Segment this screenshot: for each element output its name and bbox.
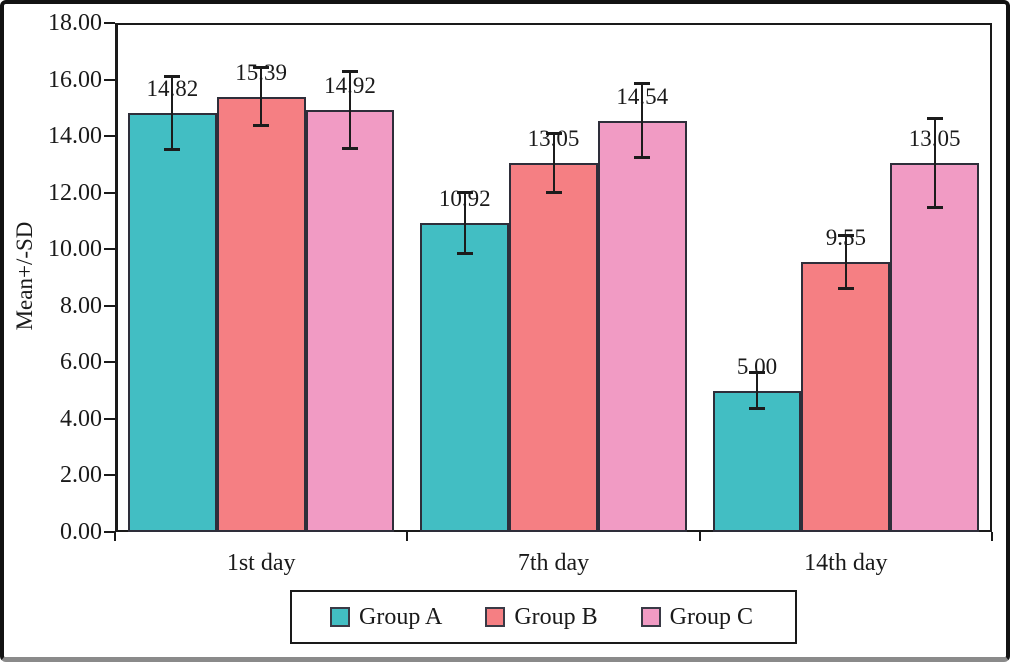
bar-group-b-1st-day: [216, 96, 306, 532]
y-tick-label: 4.00: [60, 405, 102, 432]
y-tick-label: 18.00: [48, 10, 102, 36]
bar-group-c-14th-day: [890, 162, 979, 532]
error-bar-cap-top: [341, 70, 358, 74]
error-bar-cap-bottom: [456, 252, 473, 256]
error-bar-line: [463, 192, 466, 255]
bar-value-label-group-a-14th-day: 5.00: [736, 353, 778, 379]
error-bar-cap-bottom: [837, 286, 854, 290]
x-category-label-7th-day: 7th day: [517, 550, 590, 576]
error-bar-line: [348, 71, 351, 149]
bar-group-c-1st-day: [305, 110, 395, 532]
x-tick: [991, 532, 993, 541]
legend-swatch-group-b-icon: [485, 607, 506, 627]
error-bar-cap-top: [253, 66, 270, 70]
y-tick-label: 10.00: [48, 236, 102, 263]
error-bar-line: [756, 372, 759, 409]
bar-value-label-group-c-14th-day: 13.05: [908, 125, 961, 151]
error-bar-line: [552, 133, 555, 193]
error-bar-line: [260, 67, 263, 127]
y-tick: [104, 304, 115, 307]
legend-swatch-group-c-icon: [640, 607, 661, 627]
plot-border-right: [990, 23, 992, 532]
legend-label-group-a: Group A: [359, 603, 443, 630]
plot-border-top: [115, 23, 992, 25]
bar-value-label-group-c-1st-day: 14.92: [324, 73, 376, 99]
y-tick-label: 12.00: [48, 179, 102, 206]
error-bar-cap-bottom: [926, 206, 943, 210]
error-bar-line: [844, 235, 847, 289]
y-tick: [104, 417, 115, 420]
y-tick: [104, 78, 115, 81]
bar-group-a-1st-day: [128, 112, 217, 532]
error-bar-cap-bottom: [749, 406, 766, 410]
error-bar-cap-top: [456, 191, 473, 195]
bar-value-label-group-a-7th-day: 10.92: [438, 186, 491, 212]
legend-label-group-b: Group B: [514, 603, 598, 630]
bar-value-label-group-b-7th-day: 13.05: [527, 125, 580, 151]
error-bar-cap-bottom: [545, 190, 562, 194]
legend-entry-group-c: Group C: [640, 603, 753, 631]
bar-value-label-group-b-1st-day: 15.39: [235, 59, 288, 85]
legend-entry-group-b: Group B: [485, 603, 598, 631]
y-tick: [104, 474, 115, 477]
error-bar-cap-bottom: [341, 146, 358, 150]
y-tick-label: 14.00: [48, 123, 102, 150]
y-tick: [104, 361, 115, 364]
legend-label-group-c: Group C: [669, 603, 753, 630]
x-tick: [114, 532, 116, 541]
legend: Group A Group B Group C: [290, 590, 797, 644]
error-bar-cap-bottom: [634, 156, 651, 160]
x-category-label-1st-day: 1st day: [226, 550, 296, 576]
error-bar-cap-bottom: [164, 147, 181, 151]
error-bar-line: [641, 83, 644, 159]
x-tick: [406, 532, 409, 541]
y-tick-label: 8.00: [60, 292, 102, 319]
y-tick: [104, 191, 115, 194]
bar-group-b-14th-day: [801, 261, 891, 532]
error-bar-cap-top: [634, 82, 651, 86]
bar-group-b-7th-day: [509, 162, 598, 532]
legend-entry-group-a: Group A: [330, 604, 442, 631]
x-category-label-14th-day: 14th day: [804, 550, 888, 576]
legend-swatch-group-a-icon: [330, 607, 350, 627]
x-tick: [698, 532, 701, 541]
y-axis: [115, 23, 118, 532]
error-bar-cap-top: [545, 132, 562, 136]
bar-value-label-group-b-14th-day: 9.55: [825, 224, 866, 250]
bar-group-c-7th-day: [597, 120, 687, 532]
y-tick: [104, 22, 115, 24]
bar-value-label-group-a-1st-day: 14.82: [146, 75, 199, 101]
error-bar-line: [171, 76, 174, 150]
error-bar-cap-top: [164, 75, 181, 79]
y-tick-label: 16.00: [48, 66, 102, 93]
y-tick: [104, 531, 115, 533]
y-tick: [104, 135, 115, 138]
y-tick-label: 6.00: [60, 349, 102, 376]
error-bar-cap-top: [926, 116, 943, 120]
bar-group-a-14th-day: [712, 390, 802, 532]
error-bar-line: [933, 117, 936, 209]
error-bar-cap-top: [749, 371, 766, 375]
y-tick-label: 2.00: [60, 462, 102, 489]
error-bar-cap-bottom: [253, 124, 270, 128]
plot-area: 0.00 2.00 4.00 6.00 8.00 10.00 12.00 14.00 16.00…: [4, 4, 1006, 657]
y-tick-label: 0.00: [60, 519, 102, 545]
error-bar-cap-top: [837, 234, 854, 238]
y-tick: [104, 248, 115, 251]
bar-group-a-7th-day: [420, 223, 510, 532]
bar-value-label-group-c-7th-day: 14.54: [616, 83, 669, 109]
